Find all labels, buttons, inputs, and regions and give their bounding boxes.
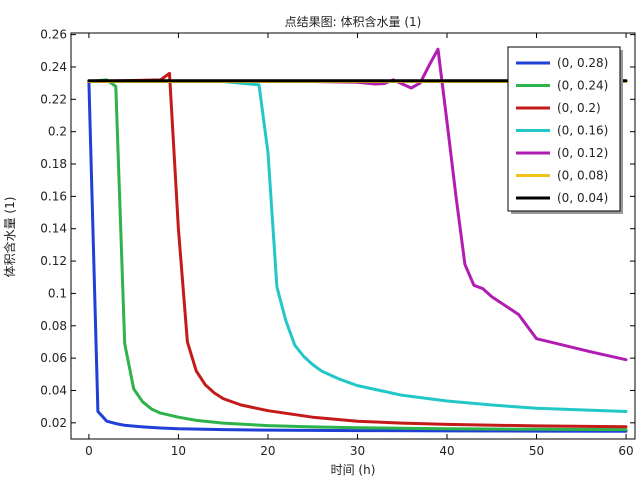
legend-label: (0, 0.04) — [557, 191, 608, 205]
axis-ticks: 0 10 20 30 40 50 60 0.02 0.04 0.06 0.08 0.1 0.12 0.14… — [40, 28, 635, 458]
x-tick-label: 60 — [618, 444, 633, 458]
y-tick-label: 0.08 — [40, 319, 67, 333]
y-tick-label: 0.26 — [40, 28, 67, 42]
legend-label: (0, 0.2) — [557, 101, 601, 115]
y-tick-label: 0.12 — [40, 254, 67, 268]
x-tick-label: 30 — [350, 444, 365, 458]
series-line — [87, 80, 628, 413]
y-tick-label: 0.16 — [40, 189, 67, 203]
y-tick-label: 0.1 — [48, 286, 67, 300]
legend-label: (0, 0.24) — [557, 79, 608, 93]
y-axis-label: 体积含水量 (1) — [2, 197, 17, 278]
y-tick-label: 0.18 — [40, 157, 67, 171]
series-line — [87, 71, 628, 429]
x-tick-label: 50 — [529, 444, 544, 458]
legend-label: (0, 0.16) — [557, 124, 608, 138]
y-tick-label: 0.04 — [40, 383, 67, 397]
plot-area — [70, 32, 636, 440]
y-tick-label: 0.06 — [40, 351, 67, 365]
series-line — [87, 80, 628, 433]
series-line — [87, 78, 628, 432]
y-tick-label: 0.2 — [48, 125, 67, 139]
y-tick-label: 0.24 — [40, 60, 67, 74]
x-tick-label: 0 — [85, 444, 93, 458]
x-tick-label: 40 — [439, 444, 454, 458]
chart-title: 点结果图: 体积含水量 (1) — [285, 14, 422, 29]
series-line — [87, 47, 628, 362]
legend-label: (0, 0.08) — [557, 169, 608, 183]
y-tick-label: 0.22 — [40, 92, 67, 106]
y-tick-label: 0.14 — [40, 222, 67, 236]
legend: (0, 0.28) (0, 0.24) (0, 0.2) (0, 0.16) (0, 0… — [507, 46, 623, 214]
y-tick-label: 0.02 — [40, 416, 67, 430]
legend-label: (0, 0.12) — [557, 146, 608, 160]
x-tick-label: 20 — [260, 444, 275, 458]
legend-label: (0, 0.28) — [557, 56, 608, 70]
x-tick-label: 10 — [171, 444, 186, 458]
x-axis-label: 时间 (h) — [331, 463, 376, 477]
